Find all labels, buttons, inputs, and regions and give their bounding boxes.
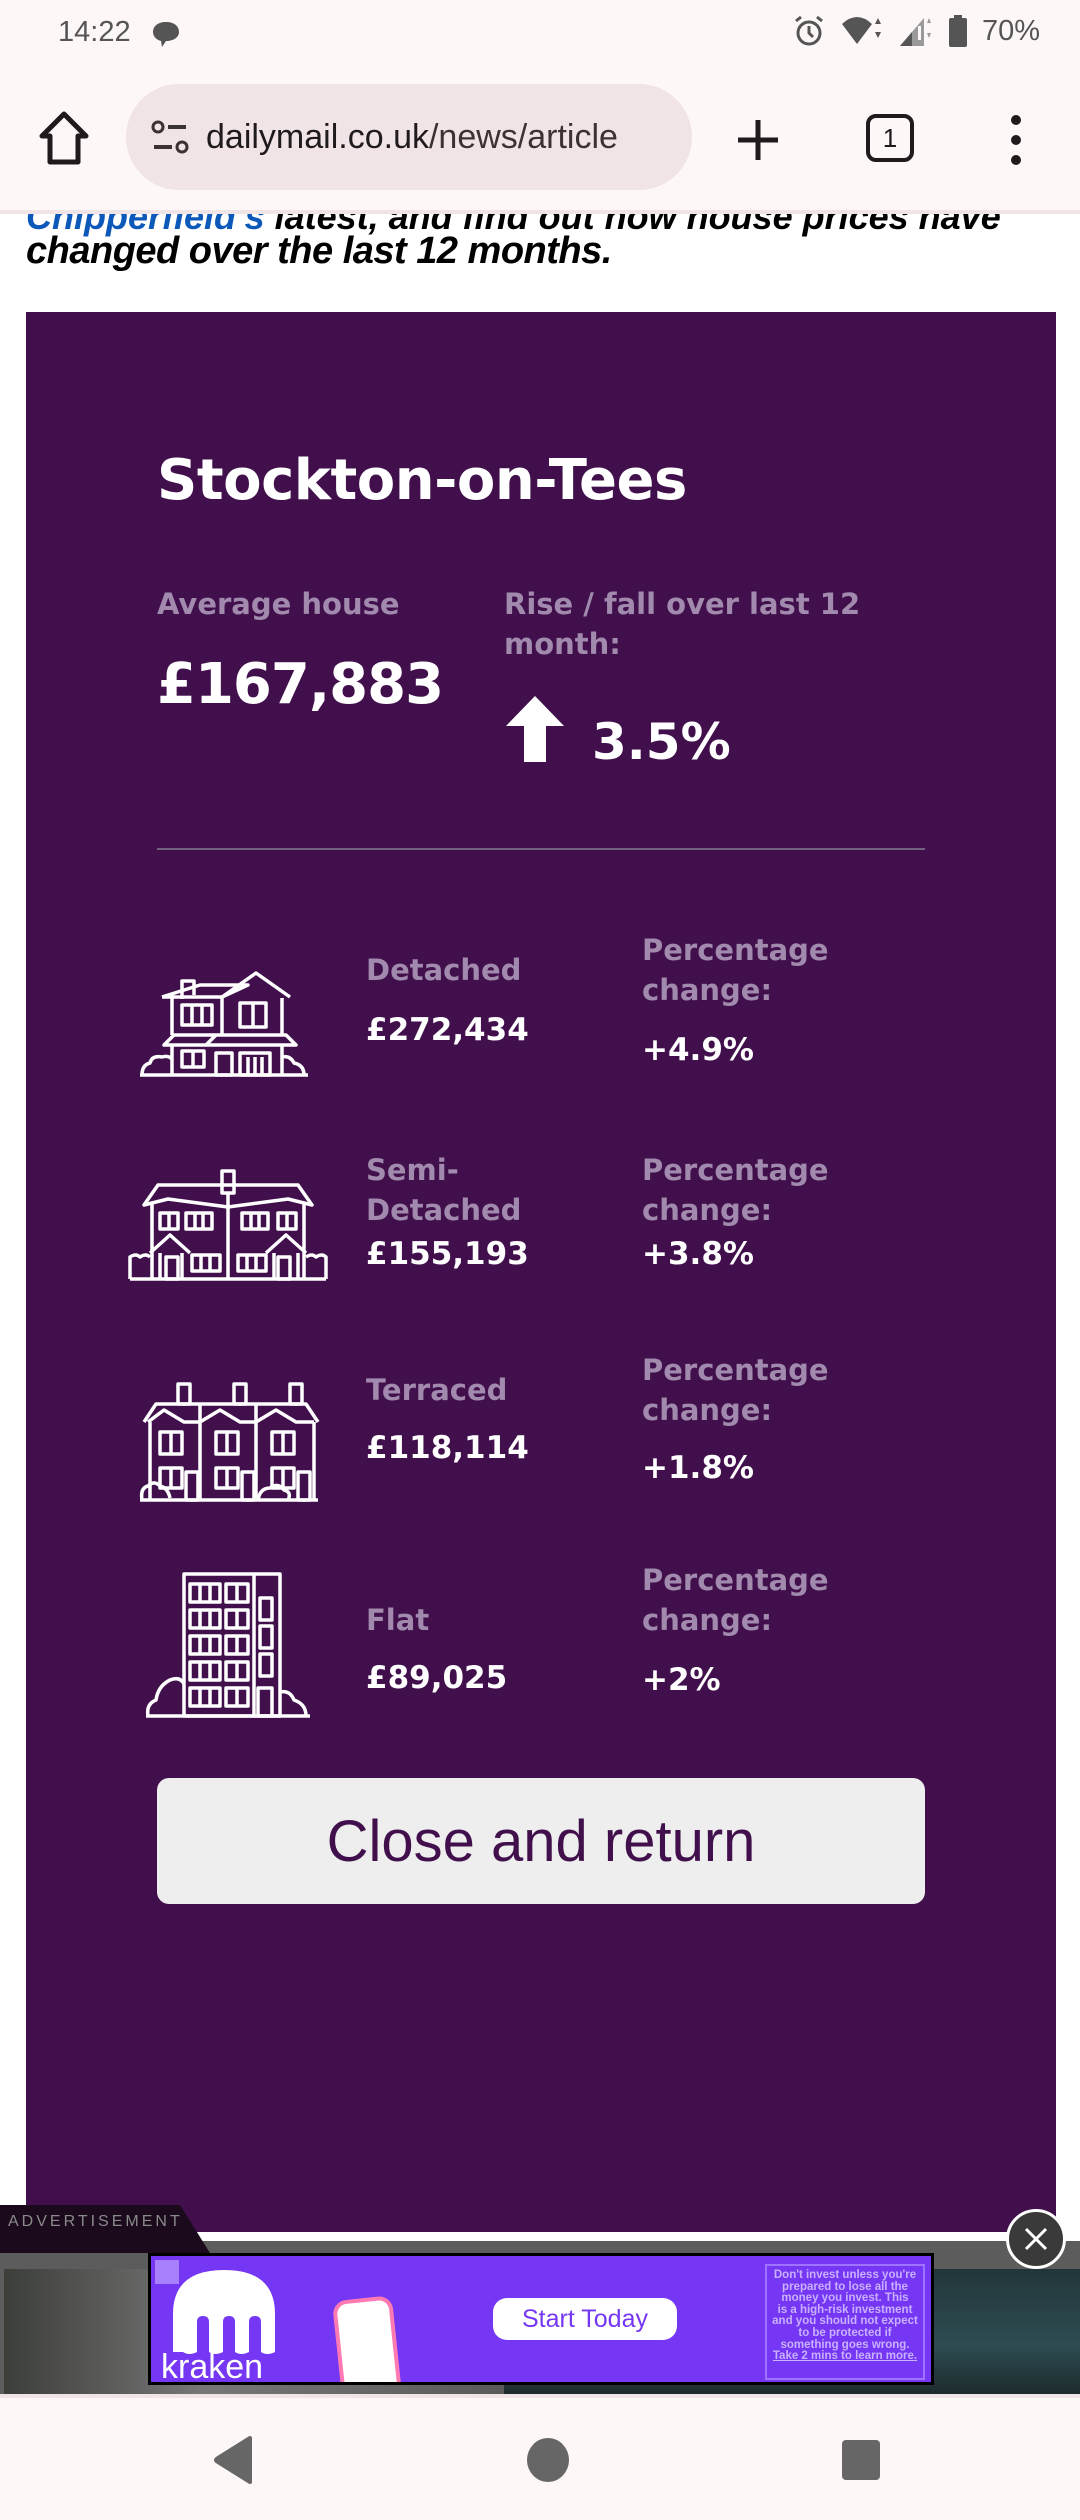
wifi-icon [841, 17, 881, 44]
start-today-button[interactable]: Start Today [493, 2298, 677, 2340]
percentage-change-label: Percentage change: [642, 933, 829, 1007]
learn-more-link[interactable]: Take 2 mins to learn more. [772, 2350, 918, 2363]
close-icon [1024, 2227, 1048, 2251]
status-bar: 14:22 70% [0, 0, 1080, 66]
tab-switcher-button[interactable]: 1 [866, 114, 914, 162]
phone-illustration [331, 2295, 403, 2382]
home-button-icon[interactable] [526, 2436, 570, 2484]
alarm-icon [795, 15, 823, 46]
property-type: Detached [366, 953, 522, 987]
house-price-card: Stockton-on-Tees Average house £167,883 … [26, 312, 1056, 2232]
advertisement-banner: ADVERTISEMENT kraken Start Today Don't i… [0, 2205, 1080, 2395]
article-content: Chipperfield's latest, and find out how … [0, 210, 1080, 2390]
average-house-label: Average house [157, 587, 400, 621]
status-time: 14:22 [58, 16, 131, 48]
percentage-change-value: +2% [642, 1662, 721, 1698]
toolbar-shadow [0, 210, 1080, 214]
recents-icon[interactable] [840, 2436, 884, 2484]
percentage-change-value: +3.8% [642, 1236, 754, 1272]
property-type: Terraced [366, 1373, 508, 1407]
percentage-change-label: Percentage change: [642, 1153, 829, 1227]
previous-line-text: Chipperfield's latest, and find out how … [26, 210, 1001, 238]
tab-count: 1 [882, 123, 898, 153]
property-price: £155,193 [366, 1236, 529, 1272]
ad-label-tab [0, 2205, 210, 2253]
url-text[interactable]: dailymail.co.uk/news/article [206, 118, 666, 157]
ad-choices-icon[interactable] [155, 2260, 179, 2284]
divider [157, 848, 925, 850]
property-row-flat: Flat £89,025 Percentage change: +2% [26, 1538, 1056, 1718]
property-price: £89,025 [366, 1660, 508, 1696]
ad-close-button[interactable] [1006, 2209, 1066, 2269]
ad-label: ADVERTISEMENT [8, 2213, 183, 2230]
property-type: Semi-Detached [366, 1153, 522, 1227]
kraken-logo-icon [173, 2270, 275, 2354]
rise-fall-label: Rise / fall over last 12 month: [504, 587, 861, 661]
location-title: Stockton-on-Tees [157, 448, 687, 513]
site-settings-icon[interactable] [150, 119, 190, 155]
semi-detached-house-icon [128, 1169, 328, 1281]
terraced-house-icon [139, 1382, 320, 1502]
chat-bubble-icon [153, 22, 179, 47]
brand-name: kraken [161, 2348, 264, 2385]
percentage-change-label: Percentage change: [642, 1353, 829, 1427]
new-tab-icon[interactable] [736, 118, 780, 162]
risk-disclaimer: Don't invest unless you're prepared to l… [765, 2264, 925, 2380]
close-and-return-button[interactable]: Close and return [157, 1778, 925, 1904]
kraken-ad[interactable]: kraken Start Today Don't invest unless y… [148, 2253, 934, 2385]
url-path: /news/article [428, 117, 618, 156]
property-price: £118,114 [366, 1430, 529, 1466]
back-icon[interactable] [212, 2436, 256, 2484]
status-icons: 70% [792, 14, 1040, 48]
battery-percent: 70% [981, 14, 1040, 47]
battery-icon [948, 15, 967, 47]
detached-house-icon [140, 971, 308, 1077]
signal-icon [899, 18, 931, 46]
lead-text: changed over the last 12 months. [26, 230, 612, 272]
arrow-up-icon [506, 696, 564, 762]
url-domain: dailymail.co.uk [206, 117, 429, 156]
average-house-price: £167,883 [157, 652, 444, 717]
property-row-semi-detached: Semi-Detached £155,193 Percentage change… [26, 1124, 1056, 1304]
flat-building-icon [145, 1572, 310, 1718]
home-icon[interactable] [38, 110, 90, 166]
percentage-change-value: +4.9% [642, 1032, 754, 1068]
percentage-change-label: Percentage change: [642, 1563, 829, 1637]
system-nav-bar [0, 2394, 1080, 2520]
article-link[interactable]: Chipperfield's [26, 210, 265, 237]
more-menu-icon[interactable] [1006, 112, 1026, 168]
rise-fall-value: 3.5% [592, 713, 731, 771]
property-type: Flat [366, 1603, 430, 1637]
property-price: £272,434 [366, 1012, 529, 1048]
browser-toolbar: dailymail.co.uk/news/article 1 [0, 66, 1080, 210]
address-bar[interactable]: dailymail.co.uk/news/article [126, 84, 692, 190]
percentage-change-value: +1.8% [642, 1450, 754, 1486]
rise-fall-value-row: 3.5% [506, 696, 731, 770]
property-row-terraced: Terraced £118,114 Percentage change: +1.… [26, 1330, 1056, 1510]
property-row-detached: Detached £272,434 Percentage change: +4.… [26, 916, 1056, 1096]
